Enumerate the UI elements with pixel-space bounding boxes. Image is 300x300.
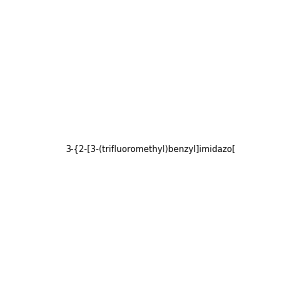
Text: 3-{2-[3-(trifluoromethyl)benzyl]imidazo[: 3-{2-[3-(trifluoromethyl)benzyl]imidazo[ bbox=[65, 146, 235, 154]
